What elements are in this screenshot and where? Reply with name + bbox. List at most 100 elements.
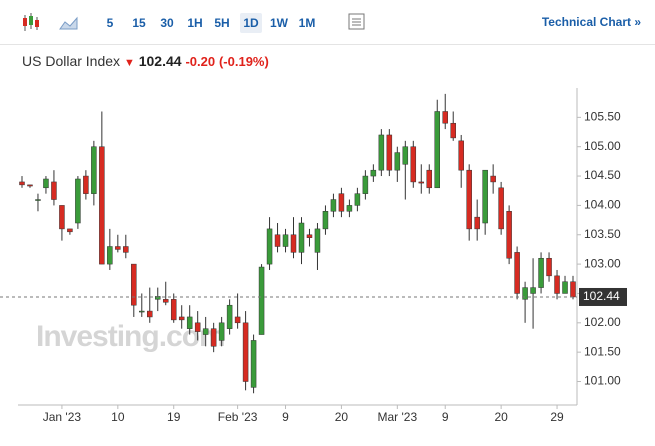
x-tick-label: 20 bbox=[494, 410, 508, 424]
candle-body bbox=[266, 228, 273, 265]
candle-body bbox=[43, 178, 49, 189]
interval-button[interactable]: 30 bbox=[160, 16, 174, 30]
candle-body bbox=[354, 193, 361, 206]
x-tick-label: 9 bbox=[442, 410, 449, 424]
candle-body bbox=[115, 246, 121, 250]
candle-body bbox=[298, 222, 305, 253]
candle-body bbox=[83, 175, 89, 194]
candle-body bbox=[162, 299, 169, 303]
interval-button[interactable]: 1D bbox=[240, 13, 262, 33]
candle-body bbox=[51, 181, 57, 200]
x-tick-label: 19 bbox=[167, 410, 181, 424]
chart-type-icons[interactable] bbox=[0, 0, 90, 44]
x-tick-label: 20 bbox=[335, 410, 349, 424]
candle-body bbox=[234, 316, 241, 324]
y-tick-label: 101.00 bbox=[584, 374, 621, 388]
y-tick-label: 103.50 bbox=[584, 227, 621, 241]
interval-button[interactable]: 1W bbox=[270, 16, 288, 30]
y-tick-label: 105.00 bbox=[584, 139, 621, 153]
candle-body bbox=[314, 228, 321, 253]
candle-body bbox=[178, 316, 185, 321]
candle-body bbox=[91, 146, 97, 194]
candle-body bbox=[402, 146, 409, 165]
candle-body bbox=[466, 169, 472, 230]
last-price: 102.44 bbox=[138, 53, 182, 69]
interval-button[interactable]: 5 bbox=[106, 16, 114, 30]
candle-body bbox=[562, 281, 568, 294]
candle-body bbox=[410, 146, 417, 183]
last-price-box bbox=[579, 287, 627, 306]
candle-body bbox=[242, 322, 249, 382]
x-tick-label: 9 bbox=[282, 410, 289, 424]
candle-body bbox=[27, 184, 33, 187]
candle-body bbox=[322, 211, 329, 230]
candle-body bbox=[458, 140, 464, 171]
candle-body bbox=[131, 263, 137, 306]
candle-body bbox=[554, 275, 560, 294]
candle-body bbox=[107, 246, 113, 265]
candle-body bbox=[330, 199, 337, 212]
candle-body bbox=[290, 234, 297, 253]
interval-button[interactable]: 1M bbox=[298, 16, 316, 30]
candle-body bbox=[514, 252, 520, 294]
interval-button[interactable]: 5H bbox=[214, 16, 230, 30]
candle-body bbox=[155, 296, 161, 300]
candle-body bbox=[59, 205, 65, 230]
last-price-label: 102.44 bbox=[583, 289, 620, 303]
candle-body bbox=[306, 234, 313, 238]
candle-body bbox=[218, 322, 225, 341]
candle-body bbox=[570, 281, 576, 298]
candle-body bbox=[418, 181, 425, 184]
price-change-percent: (-0.19%) bbox=[218, 54, 269, 69]
candle-body bbox=[35, 199, 41, 201]
x-tick-label: 29 bbox=[550, 410, 564, 424]
candle-body bbox=[186, 316, 193, 329]
candle-body bbox=[386, 134, 393, 171]
candle-body bbox=[123, 246, 129, 253]
candle-body bbox=[442, 111, 448, 124]
candle-body bbox=[75, 178, 81, 224]
candle-body bbox=[258, 266, 265, 335]
candle-body bbox=[170, 299, 177, 321]
candle-body bbox=[202, 328, 209, 335]
candle-body bbox=[394, 152, 401, 171]
y-tick-label: 104.00 bbox=[584, 198, 621, 212]
down-arrow: ▼ bbox=[123, 57, 135, 69]
candle-body bbox=[522, 287, 528, 300]
candle-body bbox=[250, 340, 257, 388]
price-change: -0.20 bbox=[185, 54, 216, 69]
candle-body bbox=[426, 169, 433, 189]
candle-body bbox=[530, 287, 536, 294]
quote-header: US Dollar Index ▼ 102.44 -0.20 (-0.19%) bbox=[22, 53, 269, 69]
interval-button[interactable]: 1H bbox=[187, 16, 203, 30]
candle-body bbox=[99, 146, 105, 265]
candle-body bbox=[139, 310, 145, 313]
candle-body bbox=[370, 169, 377, 177]
y-tick-label: 105.50 bbox=[584, 110, 621, 124]
x-tick-label: Feb '23 bbox=[218, 410, 258, 424]
settings-icon[interactable] bbox=[345, 0, 369, 44]
candle-body bbox=[362, 175, 369, 194]
y-tick-label: 104.50 bbox=[584, 168, 621, 182]
candle-body bbox=[210, 328, 217, 347]
candle-body bbox=[194, 322, 201, 332]
candle-body bbox=[506, 211, 512, 259]
y-tick-label: 103.00 bbox=[584, 256, 621, 270]
candle-body bbox=[450, 122, 456, 139]
technical-chart-link[interactable]: Technical Chart » bbox=[541, 15, 641, 29]
instrument-name: US Dollar Index bbox=[22, 53, 121, 69]
candle-body bbox=[226, 304, 233, 329]
candle-body bbox=[378, 134, 385, 171]
y-tick-label: 102.00 bbox=[584, 315, 621, 329]
y-tick-label: 101.50 bbox=[584, 344, 621, 358]
candle-body bbox=[538, 257, 544, 288]
candle-body bbox=[498, 187, 504, 230]
candle-body bbox=[482, 169, 488, 224]
candle-body bbox=[282, 234, 289, 247]
x-tick-label: Mar '23 bbox=[378, 410, 418, 424]
candle-body bbox=[338, 193, 345, 212]
interval-button[interactable]: 15 bbox=[132, 16, 146, 30]
x-tick-label: 10 bbox=[111, 410, 125, 424]
